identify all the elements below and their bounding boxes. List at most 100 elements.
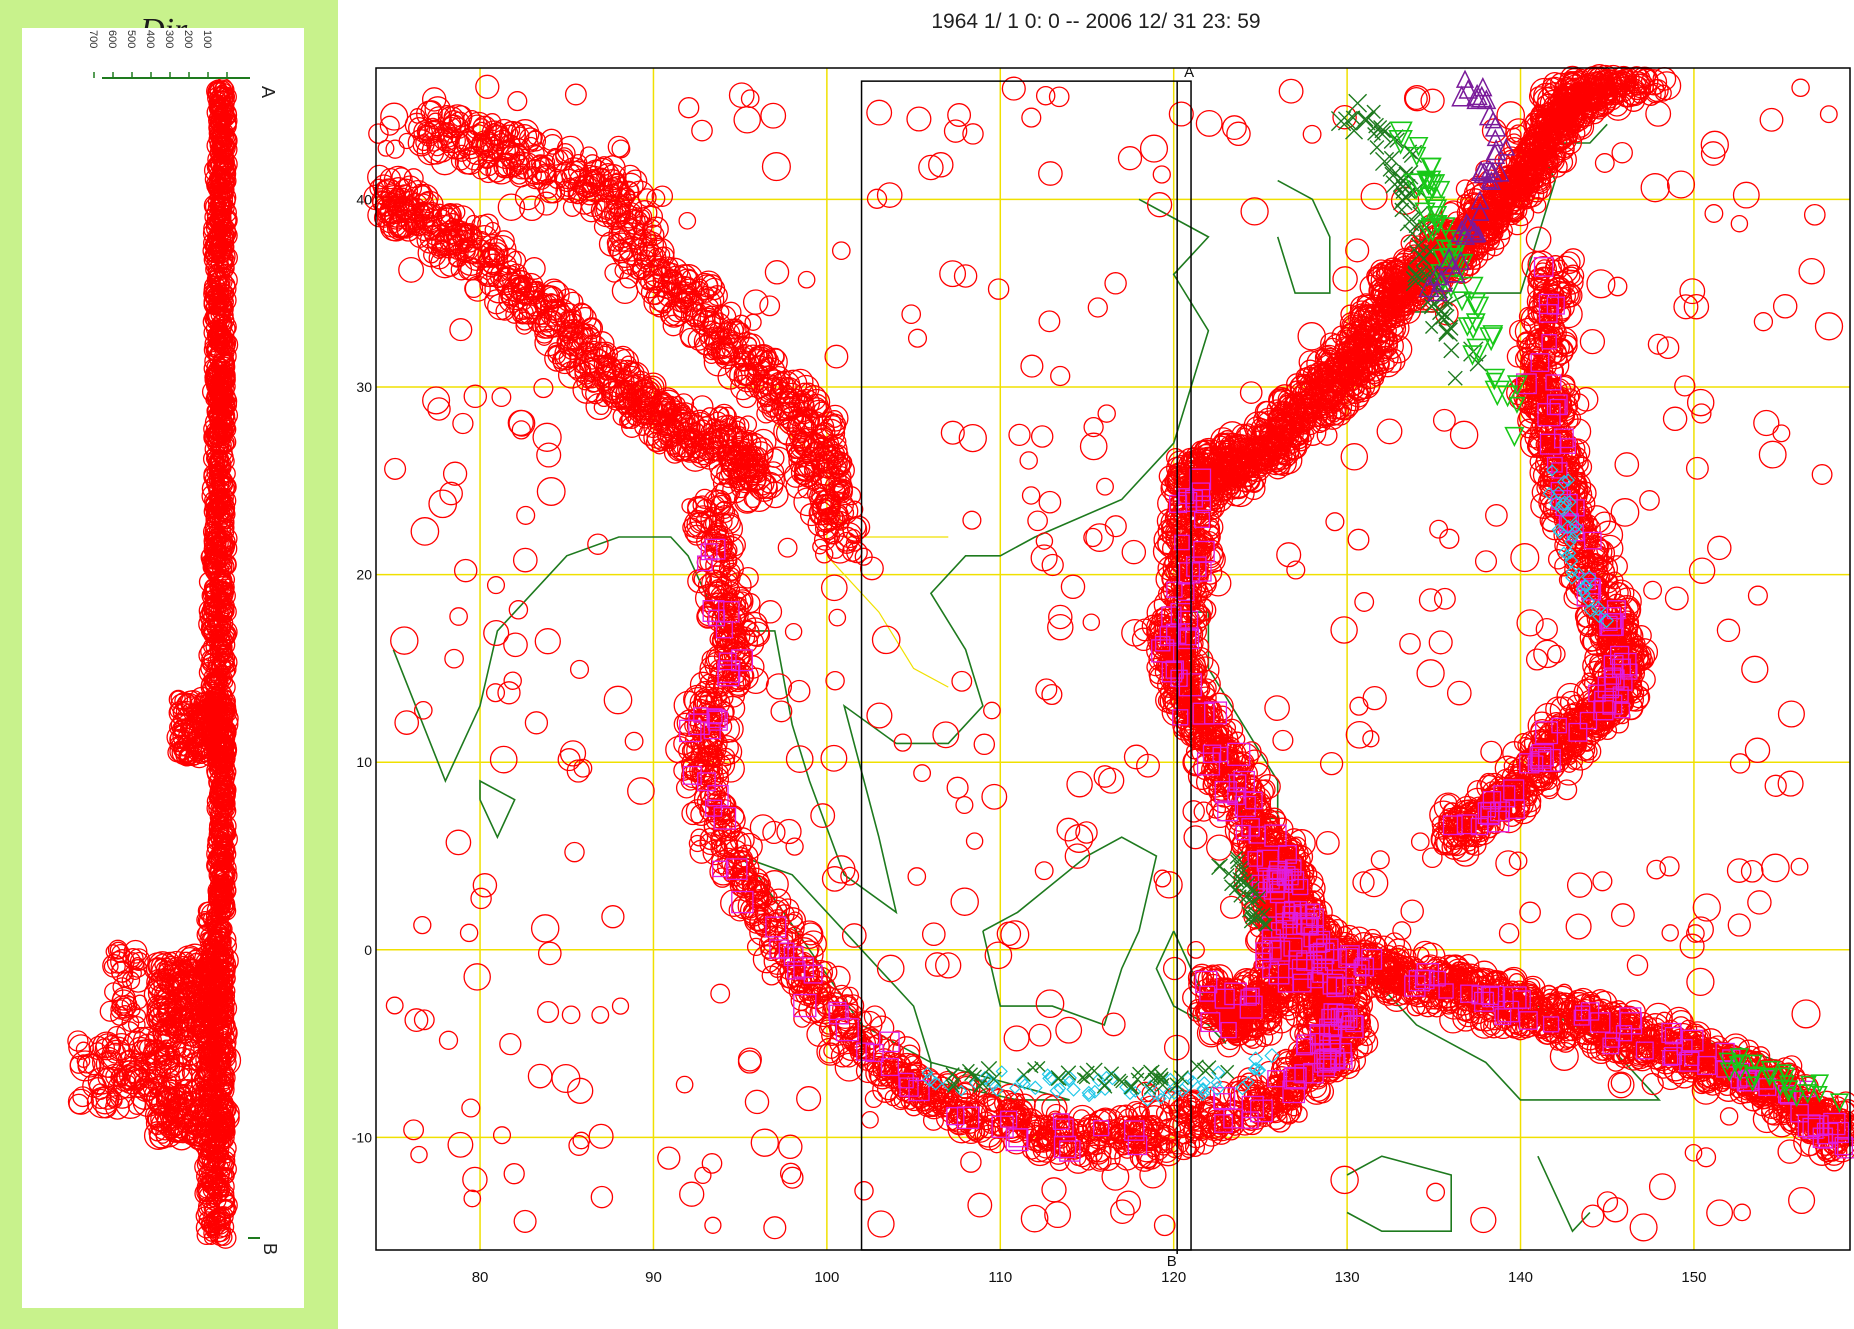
quake-marker-shallow xyxy=(434,229,464,259)
section-quake-marker xyxy=(132,994,148,1010)
section-quake-marker xyxy=(208,744,230,766)
section-quake-marker xyxy=(166,725,191,750)
section-quake-marker xyxy=(163,1093,186,1115)
section-quake-marker xyxy=(210,1044,242,1076)
section-quake-marker xyxy=(204,525,226,547)
section-quake-marker xyxy=(210,587,228,605)
quake-marker-shallow xyxy=(687,443,707,464)
quake-marker-shallow xyxy=(771,370,801,400)
quake-marker-shallow xyxy=(1155,1104,1174,1122)
section-quake-marker xyxy=(213,137,235,158)
quake-marker-shallow xyxy=(379,209,408,238)
section-quake-marker xyxy=(167,987,191,1011)
section-quake-marker xyxy=(175,739,199,764)
quake-marker-shallow xyxy=(580,334,608,362)
quake-marker-shallow xyxy=(415,190,444,219)
section-quake-marker xyxy=(203,597,227,621)
quake-marker-shallow xyxy=(680,293,704,318)
quake-marker-shallow xyxy=(484,248,501,265)
section-quake-marker xyxy=(155,1020,171,1036)
quake-marker-shallow xyxy=(559,179,585,204)
quake-marker-shallow xyxy=(749,470,775,496)
section-quake-marker xyxy=(166,1107,184,1125)
quake-marker-shallow xyxy=(732,332,761,360)
depth-tick-label: 200 xyxy=(182,30,194,48)
quake-marker-shallow xyxy=(799,503,824,527)
quake-marker-shallow xyxy=(710,829,727,847)
quake-marker-shallow xyxy=(787,911,803,927)
quake-marker-shallow xyxy=(541,280,570,309)
quake-marker-shallow xyxy=(505,305,524,324)
quake-marker-shallow xyxy=(523,136,539,153)
quake-marker-shallow xyxy=(388,209,418,239)
quake-marker-shallow xyxy=(477,242,503,268)
quake-marker-shallow xyxy=(752,365,783,395)
section-quake-marker xyxy=(215,305,231,322)
quake-marker-shallow xyxy=(1241,741,1262,762)
section-quake-marker xyxy=(143,1040,169,1066)
quake-marker-shallow xyxy=(763,401,780,418)
quake-marker-shallow xyxy=(648,411,669,432)
section-quake-marker xyxy=(82,1053,105,1076)
quake-marker-shallow xyxy=(542,134,564,155)
quake-marker-shallow xyxy=(590,197,616,223)
section-quake-marker xyxy=(175,955,191,971)
section-quake-marker xyxy=(128,959,148,978)
quake-marker-shallow xyxy=(756,394,776,414)
quake-marker-shallow xyxy=(621,408,642,430)
section-quake-marker xyxy=(141,1042,171,1072)
quake-marker-shallow xyxy=(666,282,683,298)
quake-marker-shallow xyxy=(597,356,622,381)
section-quake-marker xyxy=(167,997,194,1025)
quake-marker-shallow xyxy=(641,219,662,240)
quake-marker-shallow xyxy=(988,1137,1005,1154)
section-quake-marker xyxy=(67,1088,94,1115)
quake-marker-shallow xyxy=(689,671,716,698)
quake-marker-shallow xyxy=(681,801,705,826)
section-quake-marker xyxy=(206,403,222,418)
quake-marker-shallow xyxy=(437,132,459,154)
quake-marker-shallow xyxy=(588,173,607,192)
section-quake-marker xyxy=(178,1091,203,1115)
section-quake-marker xyxy=(208,228,229,249)
quake-marker-shallow xyxy=(662,403,679,421)
quake-marker-shallow xyxy=(756,465,785,494)
quake-marker-shallow xyxy=(501,142,530,171)
quake-marker-shallow xyxy=(510,276,539,305)
quake-marker-shallow xyxy=(554,347,578,371)
quake-marker-shallow xyxy=(746,937,766,957)
quake-marker-shallow xyxy=(825,410,844,428)
quake-marker-shallow xyxy=(738,415,758,434)
section-quake-marker xyxy=(216,738,234,756)
quake-marker-shallow xyxy=(643,241,660,257)
quake-marker-shallow xyxy=(379,167,402,190)
quake-marker-shallow xyxy=(617,250,643,276)
quake-marker-shallow xyxy=(659,303,683,327)
section-quake-marker xyxy=(101,1063,128,1090)
section-quake-marker xyxy=(209,398,228,416)
quake-marker-shallow xyxy=(424,96,451,123)
section-quake-marker xyxy=(215,102,233,121)
section-quake-marker xyxy=(213,863,234,884)
quake-marker-shallow xyxy=(509,165,529,185)
section-quake-marker xyxy=(160,1068,181,1089)
section-quake-marker xyxy=(211,167,226,182)
section-quake-marker xyxy=(131,1008,147,1024)
section-quake-marker xyxy=(205,259,226,280)
section-quake-marker xyxy=(202,1052,219,1069)
section-quake-marker xyxy=(182,718,203,739)
quake-marker-shallow xyxy=(678,288,698,308)
section-quake-marker xyxy=(208,360,228,381)
section-quake-marker xyxy=(208,382,228,402)
section-quake-marker xyxy=(218,629,235,646)
section-quake-marker xyxy=(200,656,223,679)
quake-marker-shallow xyxy=(532,313,559,339)
cross-section-panel: 100 200 300 400 500 600 700 A B xyxy=(22,28,304,1308)
section-quake-marker xyxy=(211,295,232,315)
section-quake-marker xyxy=(194,981,221,1008)
quake-marker-shallow xyxy=(823,527,841,545)
depth-tick-label: 500 xyxy=(125,30,137,48)
quake-marker-shallow xyxy=(542,180,566,204)
coastline xyxy=(1537,1155,1591,1233)
quake-marker-shallow xyxy=(462,145,488,171)
